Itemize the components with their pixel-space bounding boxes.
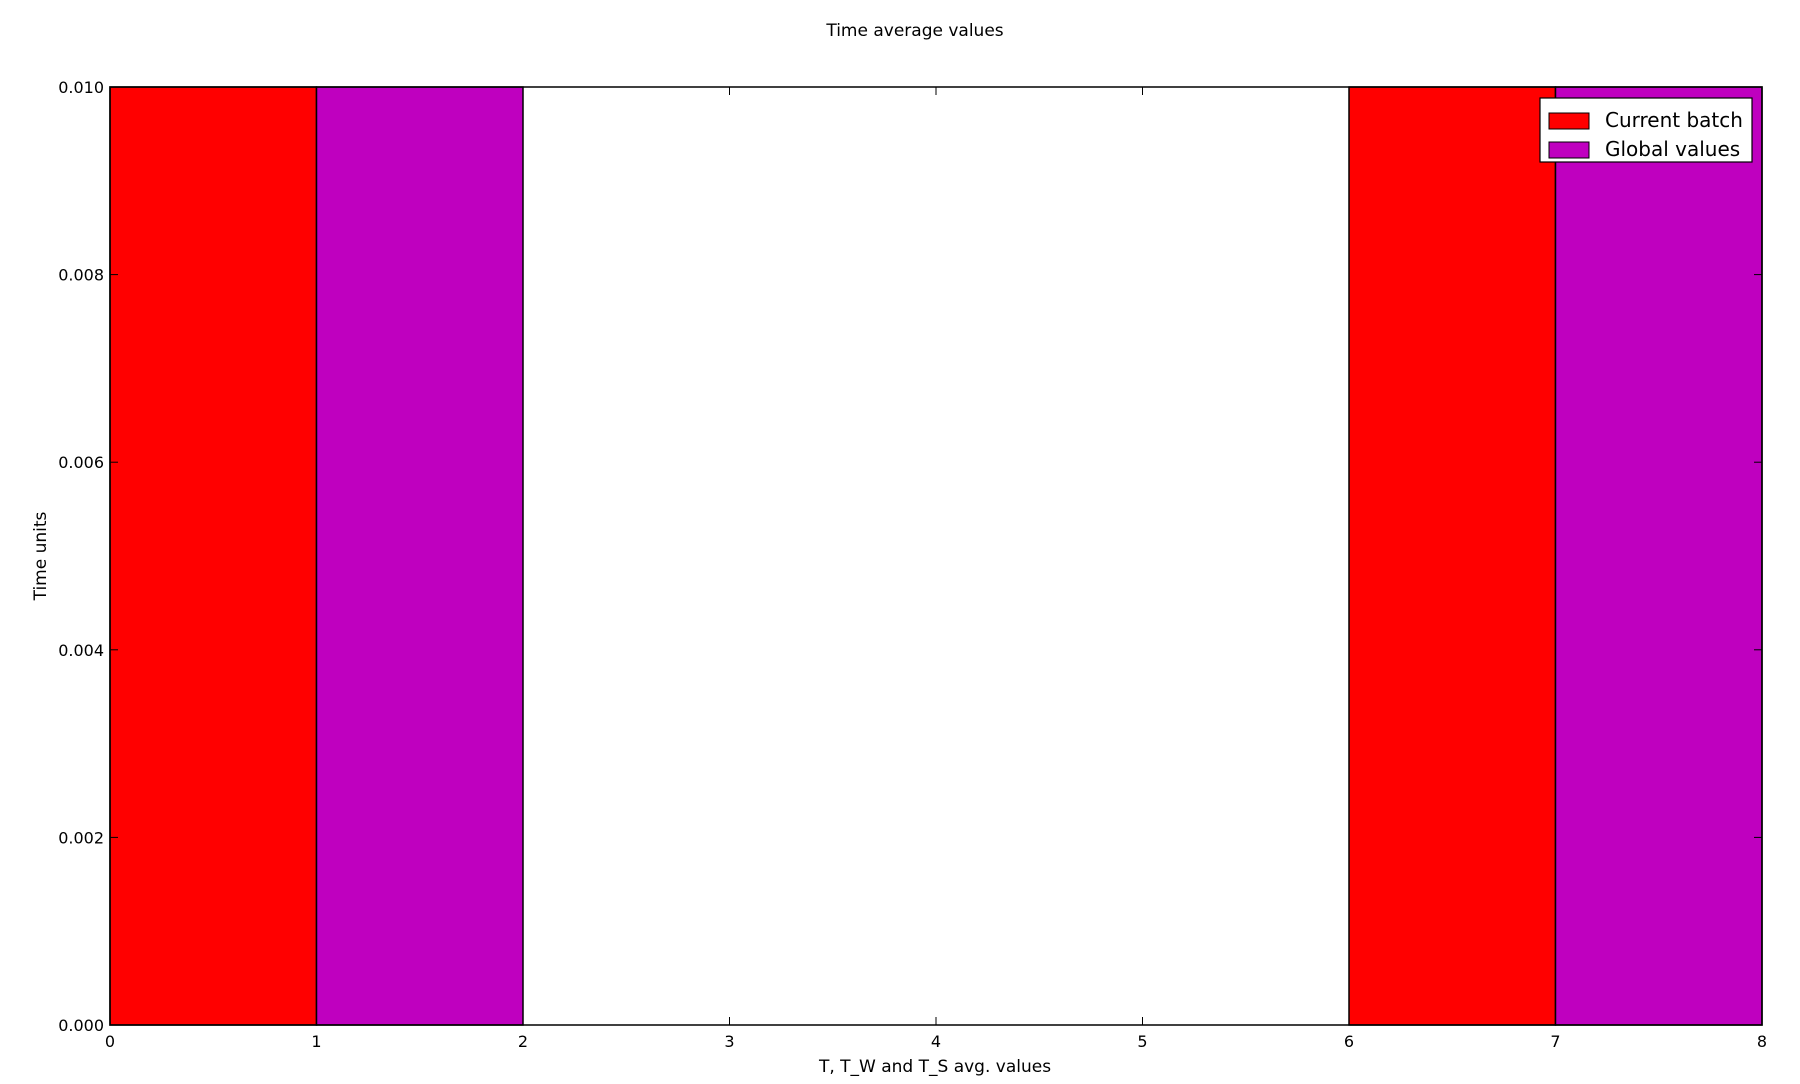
bar-current-batch-1 xyxy=(1348,86,1557,1026)
y-tick-label: 0.000 xyxy=(58,1016,104,1035)
x-tick-label: 4 xyxy=(931,1032,941,1051)
x-tick-label: 6 xyxy=(1344,1032,1354,1051)
x-tick-label: 1 xyxy=(311,1032,321,1051)
y-tick-label: 0.006 xyxy=(58,453,104,472)
bar-global-values-1 xyxy=(1554,86,1763,1026)
x-tick-label: 5 xyxy=(1137,1032,1147,1051)
bars-layer xyxy=(109,86,1763,1026)
y-tick-label: 0.008 xyxy=(58,266,104,285)
bar-global-values-0 xyxy=(315,86,524,1026)
x-tick-label: 7 xyxy=(1550,1032,1560,1051)
y-tick-label: 0.010 xyxy=(58,78,104,97)
x-axis-label: T, T_W and T_S avg. values xyxy=(818,1057,1051,1077)
y-axis-label: Time units xyxy=(31,511,51,601)
legend: Current batch Global values xyxy=(1539,97,1753,163)
bar-current-batch-0 xyxy=(109,86,318,1026)
legend-label-global-values: Global values xyxy=(1605,137,1740,161)
x-tick-label: 2 xyxy=(518,1032,528,1051)
x-tick-label: 8 xyxy=(1757,1032,1767,1051)
y-tick-label: 0.002 xyxy=(58,828,104,847)
x-tick-label: 0 xyxy=(105,1032,115,1051)
axis-ticks: 0 1 2 3 4 5 6 7 8 0.000 0.002 0.004 0.006 0.008 0.010 xyxy=(58,78,1767,1051)
chart-title: Time average values xyxy=(825,21,1003,41)
x-tick-label: 3 xyxy=(724,1032,734,1051)
legend-swatch-current-batch xyxy=(1548,112,1590,130)
y-tick-label: 0.004 xyxy=(58,641,104,660)
legend-label-current-batch: Current batch xyxy=(1605,108,1743,132)
legend-swatch-global-values xyxy=(1548,141,1590,159)
